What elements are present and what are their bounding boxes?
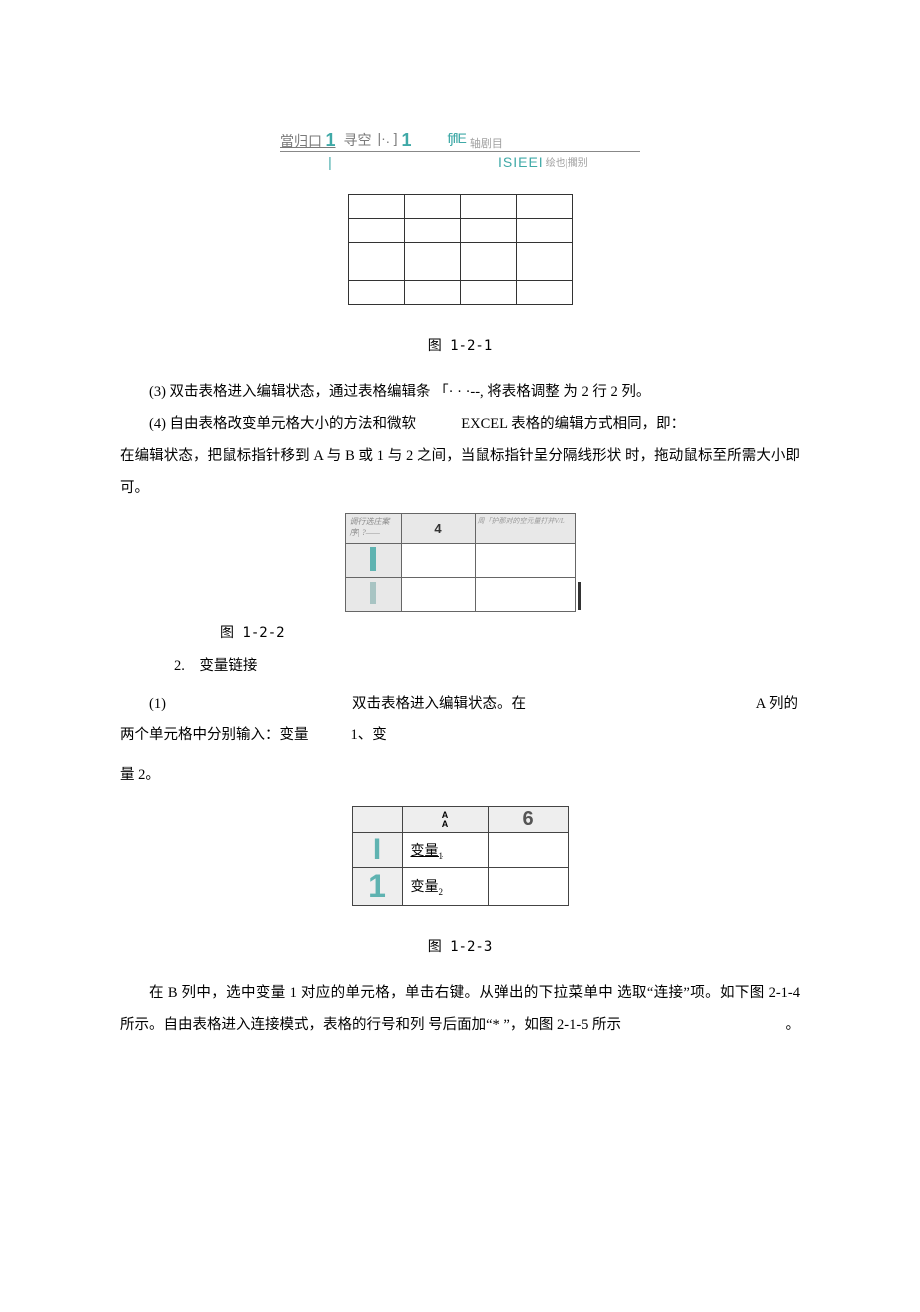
para-4a: (4) 自由表格改变单元格大小的方法和微软 [149,416,416,432]
para-1-num: (1) [120,689,172,721]
tbl-c-glyph2: 1 [368,868,386,904]
para-1-line1: (1) 双击表格进入编辑状态。在 A 列的 [120,689,800,721]
fig-top-row2-r: ISIEEI [498,154,544,170]
para-4-line1: (4) 自由表格改变单元格大小的方法和微软 EXCEL 表格的编辑方式相同，即： [120,409,800,441]
tbl-c-glyph1: I [373,833,381,866]
figure-top-decor: 當归口 1 寻空 |·. ] 1 fjflE 轴剧目 | ISIEEI 绘也|擱… [280,130,640,170]
fig-top-seg4: 1 [401,130,411,151]
para-1-line2: 两个单元格中分别输入：变量 1、变 [120,720,800,752]
tbl-c-r2-sub: 2 [439,887,444,897]
para-1-mid: 双击表格进入编辑状态。在 [352,689,526,721]
tbl-c-hA2: A [403,820,488,829]
para-last-text: 在 B 列中，选中变量 1 对应的单元格，单击右键。从弹出的下拉菜单中 选取“连… [120,985,800,1033]
tbl-c-hB: 6 [488,807,568,833]
fig-top-seg5: fjflE [448,130,466,151]
tbl-b-bar1 [370,547,376,571]
tbl-b-tailbar [578,582,581,610]
fig-top-seg3: |·. ] [378,130,398,151]
para-last: 在 B 列中，选中变量 1 对应的单元格，单击右键。从弹出的下拉菜单中 选取“连… [120,978,800,1042]
para-last-dot: 。 [757,1010,801,1042]
fig-top-seg1-text: 當归口 [280,135,322,150]
para-1-l2a: 两个单元格中分别输入：变量 [120,720,309,752]
fig-top-row2-r2: 绘也|擱别 [546,154,588,170]
tbl-b-hdr1: 调行选庄案序| ?—— [345,513,401,543]
para-1-l2b: 1、变 [351,720,387,752]
para-4b: EXCEL 表格的编辑方式相同，即： [461,416,685,432]
fig-top-seg1: 當归口 1 [280,130,336,151]
fig-top-seg6: 轴剧目 [470,135,503,151]
figure-1-2-2-table: 调行选庄案序| ?—— 4 周「护那对的空元量打并V/L [345,513,576,612]
tbl-c-r1-text: 变量 [411,844,439,859]
caption-1-2-1: 图 1-2-1 [120,335,800,355]
tbl-b-hdr3: 周「护那对的空元量打并V/L [475,513,575,543]
figure-1-2-1-table [348,194,573,305]
para-liang2: 量 2。 [120,760,800,792]
tbl-c-r1-sub: 1 [439,851,444,861]
para-1-right: A 列的 [756,689,800,721]
fig-top-row2-l: | [280,154,380,170]
heading-variable-link: 2. 变量链接 [174,654,800,675]
para-3: (3) 双击表格进入编辑状态，通过表格编辑条 「· · ·--, 将表格调整 为… [120,377,800,409]
tbl-b-bar2 [370,582,376,604]
fig-top-seg1-num: 1 [326,130,336,150]
caption-1-2-3: 图 1-2-3 [120,936,800,956]
figure-1-2-3-table: AA 6 I 变量1 1 变量2 [352,806,569,906]
fig-top-seg2: 寻空 [344,130,372,151]
tbl-c-r2-text: 变量 [411,880,439,895]
para-4-line2: 在编辑状态，把鼠标指针移到 A 与 B 或 1 与 2 之间，当鼠标指针呈分隔线… [120,441,800,505]
caption-1-2-2: 图 1-2-2 [220,622,800,642]
tbl-b-hdr2: 4 [401,513,475,543]
